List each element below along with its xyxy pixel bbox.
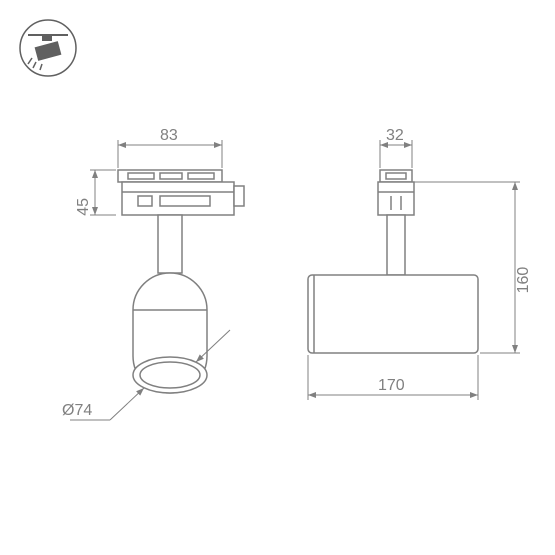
dim-45-label: 45 (75, 198, 92, 216)
dim-170: 170 (308, 355, 478, 400)
side-view: 32 170 160 (308, 127, 532, 400)
front-view: 83 45 (62, 127, 244, 420)
front-stem (158, 215, 182, 273)
front-body (133, 273, 207, 393)
dim-45: 45 (75, 170, 116, 216)
dim-170-label: 170 (378, 377, 405, 394)
dim-83-label: 83 (160, 127, 178, 144)
dim-83: 83 (118, 127, 222, 168)
dim-32: 32 (380, 127, 412, 168)
front-mount (118, 170, 244, 215)
side-body (308, 275, 478, 353)
spotlight-type-icon (20, 20, 76, 76)
side-stem (387, 215, 405, 275)
dim-32-label: 32 (386, 127, 404, 144)
side-mount (378, 170, 414, 215)
dim-diameter-label: Ø74 (62, 402, 92, 419)
dim-160-label: 160 (515, 267, 532, 294)
